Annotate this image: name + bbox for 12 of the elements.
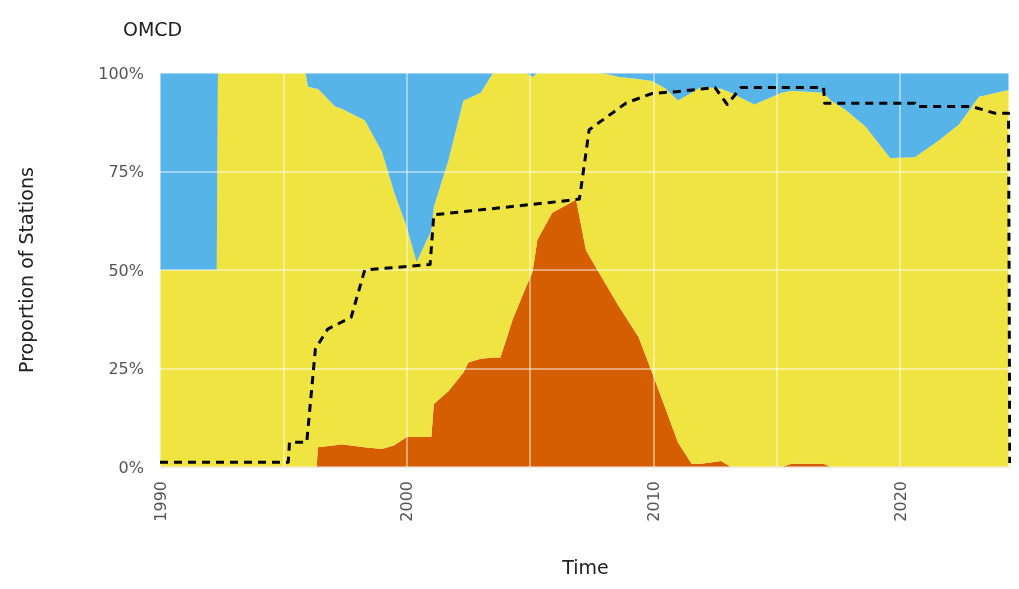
y-tick-label: 25%: [108, 359, 144, 378]
y-tick-label: 100%: [98, 63, 144, 83]
y-axis-title: Proportion of Stations: [14, 167, 37, 373]
y-tick-label: 75%: [108, 162, 144, 181]
x-tick-label: 2010: [643, 481, 663, 522]
x-tick-label: 1990: [150, 481, 170, 522]
x-axis-title: Time: [561, 555, 609, 578]
y-tick-label: 0%: [118, 457, 144, 477]
chart-title: OMCD: [123, 17, 183, 40]
x-tick-label: 2020: [890, 481, 910, 522]
x-tick-label: 2000: [397, 481, 417, 522]
y-tick-label: 50%: [108, 260, 144, 280]
